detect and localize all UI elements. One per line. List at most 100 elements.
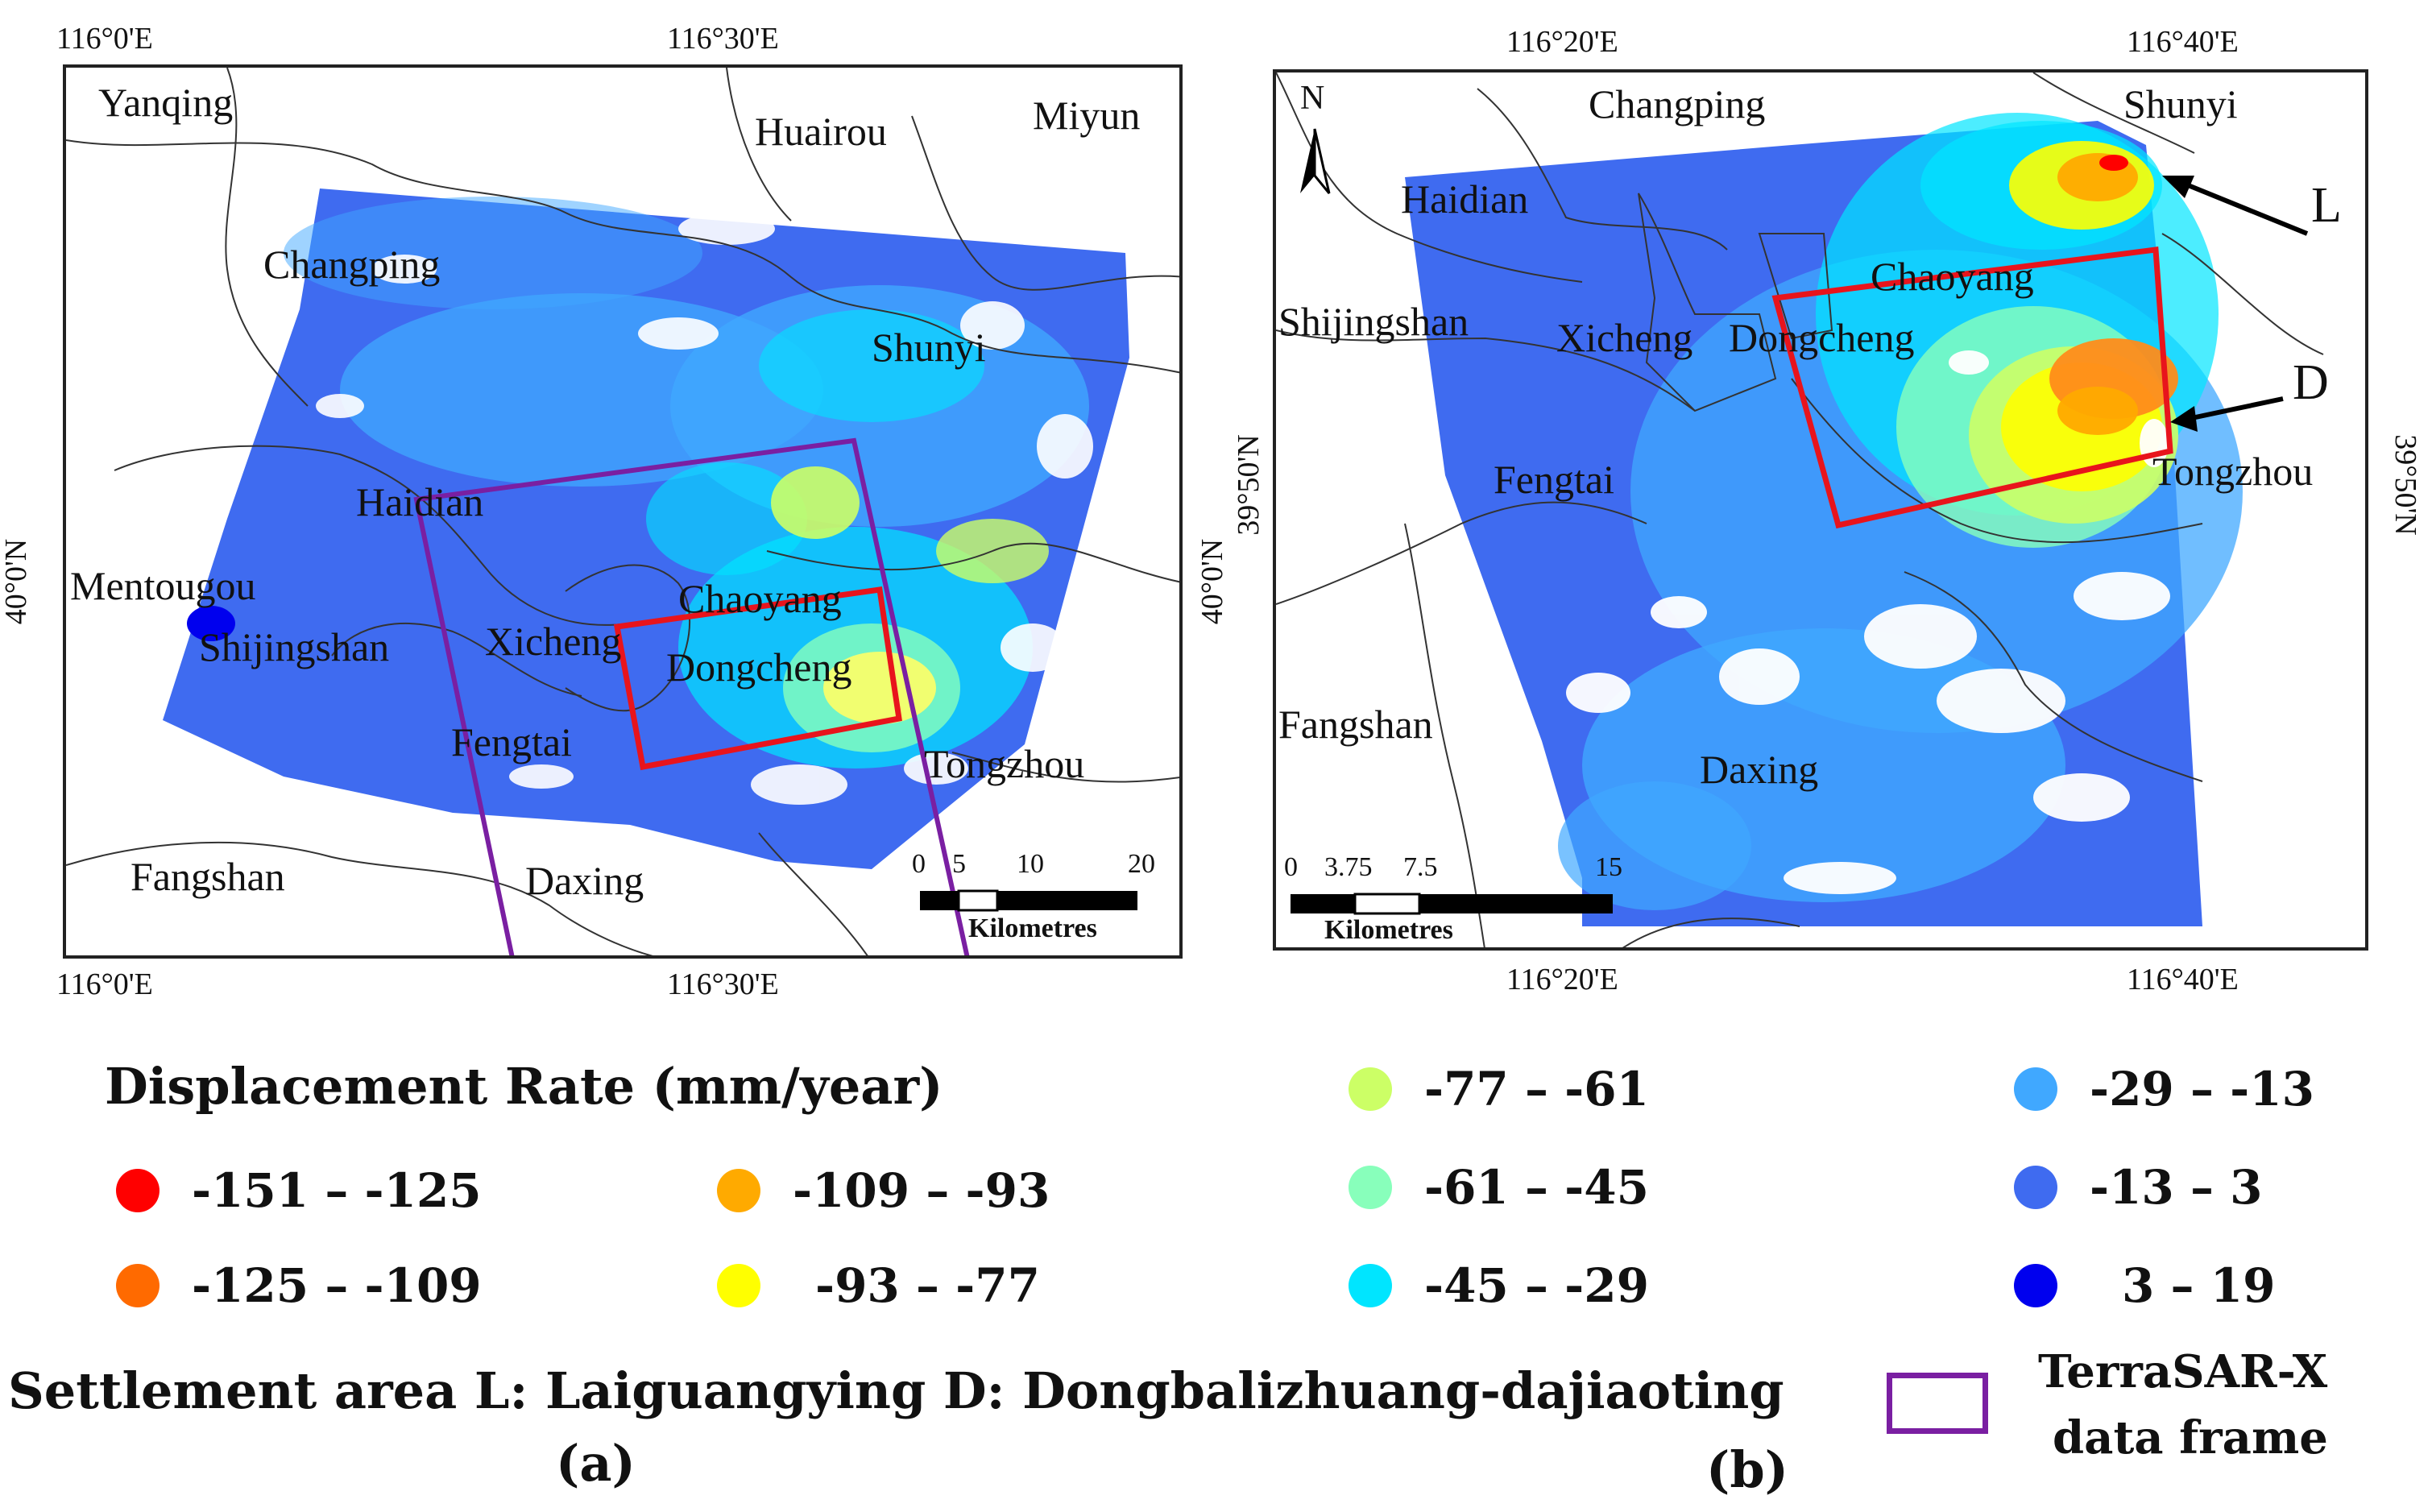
scale-tick-b-2: 7.5: [1403, 852, 1438, 882]
place-shijingshan: Shijingshan: [199, 624, 390, 669]
legend-swatch: [2014, 1166, 2057, 1209]
legend-swatch: [1349, 1264, 1392, 1307]
legend-class-8: -29 – -13: [2014, 1062, 2314, 1116]
legend-class-9: -13 – 3: [2014, 1160, 2263, 1215]
legend-label: -125 – -109: [192, 1258, 482, 1313]
place-b-haidian: Haidian: [1401, 176, 1529, 222]
lon-label-b-top-2: 116°40'E: [2127, 25, 2239, 59]
place-b-changping: Changping: [1589, 81, 1766, 126]
legend-label: -151 – -125: [192, 1163, 482, 1218]
scale-tick-b-1: 3.75: [1324, 852, 1373, 882]
place-changping: Changping: [263, 242, 441, 287]
scale-unit-a: Kilometres: [968, 913, 1097, 943]
lon-label-a-top-1: 116°0'E: [56, 22, 153, 56]
lat-label-b-left: 39°50'N: [1232, 434, 1266, 536]
place-dongcheng: Dongcheng: [666, 644, 852, 690]
raster-zone-b-3: [1558, 781, 1751, 910]
place-huairou: Huairou: [755, 109, 887, 154]
raster-zone-a-5: [759, 309, 984, 422]
legend-class-5: -77 – -61: [1349, 1062, 1649, 1116]
lon-label-b-bot-2: 116°40'E: [2127, 963, 2239, 996]
place-daxing: Daxing: [525, 858, 644, 903]
legend-swatch: [116, 1264, 160, 1307]
scale-bar-b: [1291, 893, 1613, 915]
lon-label-b-top-1: 116°20'E: [1506, 25, 1618, 59]
place-yanqing: Yanqing: [98, 80, 234, 125]
legend-label: -77 – -61: [1424, 1062, 1649, 1116]
place-b-daxing: Daxing: [1700, 747, 1819, 792]
legend-swatch: [2014, 1264, 2057, 1307]
place-chaoyang: Chaoyang: [678, 576, 842, 621]
place-b-dongcheng: Dongcheng: [1729, 315, 1915, 360]
arrow-D: [2170, 396, 2284, 432]
legend-label: -29 – -13: [2090, 1062, 2314, 1116]
panel-b-label: (b): [1706, 1440, 1789, 1499]
place-miyun: Miyun: [1033, 93, 1141, 138]
north-arrow: [1300, 128, 1331, 194]
legend-swatch: [2014, 1067, 2057, 1111]
legend-class-10: 3 – 19: [2014, 1258, 2275, 1313]
legend-swatch: [1349, 1067, 1392, 1111]
raster-zone-a-8: [771, 466, 860, 539]
scale-tick-b-0: 0: [1284, 852, 1298, 882]
map-a-canvas: [66, 68, 1179, 955]
legend-class-7: -45 – -29: [1349, 1258, 1649, 1313]
scale-tick-a-1: 5: [952, 849, 966, 879]
lon-label-a-top-2: 116°30'E: [667, 22, 779, 56]
raster-zone-a-9: [823, 652, 936, 724]
terrasar-frame-a: [413, 437, 970, 955]
legend-swatch: [717, 1264, 760, 1307]
marker-label-D: D: [2293, 355, 2329, 410]
settlement-note: Settlement area L: Laiguangying D: Dongb…: [8, 1361, 1784, 1420]
legend-class-4: -93 – -77: [717, 1258, 1040, 1313]
raster-zone-b-10: [2057, 387, 2138, 435]
map-b-canvas: [1276, 72, 2324, 947]
place-b-shijingshan: Shijingshan: [1278, 299, 1469, 344]
frame-legend-swatch: [1887, 1373, 1988, 1434]
place-xicheng: Xicheng: [485, 619, 622, 664]
legend-label: -93 – -77: [815, 1258, 1040, 1313]
legend-class-3: -109 – -93: [717, 1163, 1050, 1218]
scale-bar-a: [920, 889, 1137, 912]
arrow-L: [2162, 176, 2309, 236]
map-panel-a: Yanqing Huairou Miyun Changping Shunyi H…: [63, 64, 1183, 959]
lat-label-a-right: 40°0'N: [1195, 538, 1229, 625]
legend-class-2: -125 – -109: [116, 1258, 482, 1313]
raster-zone-a-11: [187, 606, 235, 641]
scale-tick-b-3: 15: [1595, 852, 1622, 882]
place-tongzhou: Tongzhou: [924, 741, 1085, 786]
lat-label-b-right: 39°50'N: [2388, 434, 2422, 536]
frame-legend-line1: TerraSAR-X: [2038, 1345, 2328, 1398]
study-box-a: [613, 586, 902, 771]
place-b-shunyi: Shunyi: [2123, 81, 2238, 126]
place-fangshan: Fangshan: [131, 854, 285, 899]
frame-legend-line2: data frame: [2053, 1411, 2328, 1464]
place-b-chaoyang: Chaoyang: [1871, 254, 2034, 299]
legend-label: 3 – 19: [2122, 1258, 2276, 1313]
lon-label-b-bot-1: 116°20'E: [1506, 963, 1618, 996]
district-boundaries-b: [1276, 72, 2324, 947]
scale-unit-b: Kilometres: [1324, 915, 1453, 945]
legend-label: -61 – -45: [1424, 1160, 1649, 1215]
district-boundaries-a: [66, 68, 1179, 955]
legend-swatch: [717, 1169, 760, 1212]
place-haidian: Haidian: [356, 479, 484, 524]
scale-tick-a-2: 10: [1017, 849, 1044, 879]
lon-label-a-bot-1: 116°0'E: [56, 967, 153, 1001]
place-b-xicheng: Xicheng: [1556, 315, 1693, 360]
place-b-fengtai: Fengtai: [1494, 457, 1614, 502]
raster-gaps-a: [316, 213, 1093, 805]
scale-tick-a-0: 0: [912, 849, 926, 879]
map-panel-b: N Changping Shunyi Haidian Chaoyang Shij…: [1273, 69, 2368, 951]
legend-label: -45 – -29: [1424, 1258, 1649, 1313]
place-mentougou: Mentougou: [70, 563, 256, 608]
lat-label-a-left: 40°0'N: [0, 538, 33, 625]
place-b-fangshan: Fangshan: [1278, 702, 1433, 747]
lon-label-a-bot-2: 116°30'E: [667, 967, 779, 1001]
legend-swatch: [116, 1169, 160, 1212]
study-box-b: [1771, 246, 2173, 529]
legend-title: Displacement Rate (mm/year): [105, 1057, 943, 1116]
legend-class-6: -61 – -45: [1349, 1160, 1649, 1215]
place-shunyi: Shunyi: [872, 325, 986, 370]
raster-zone-a-6: [646, 462, 807, 575]
